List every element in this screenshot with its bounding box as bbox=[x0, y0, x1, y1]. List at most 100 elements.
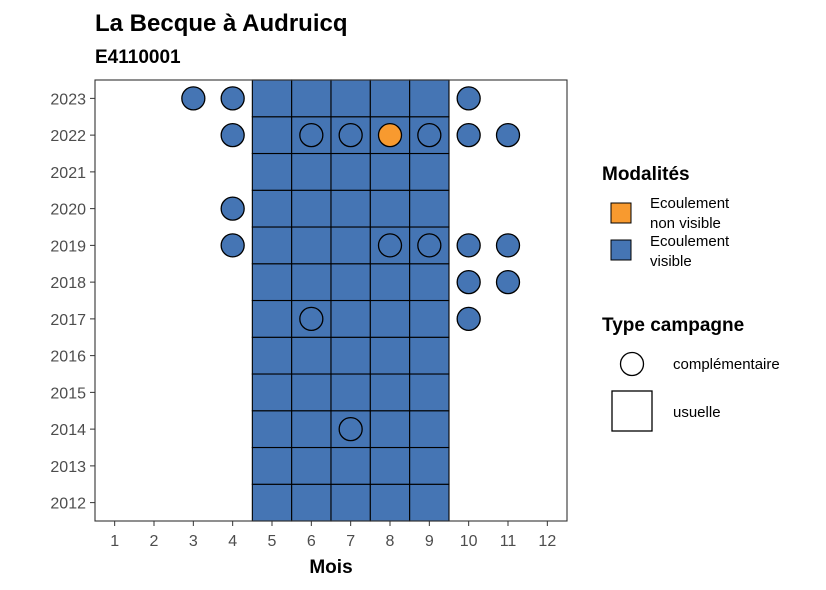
cell-usuelle-2015-8 bbox=[369, 373, 411, 412]
cell-usuelle-2019-7 bbox=[330, 226, 371, 265]
cell-usuelle-2013-5 bbox=[251, 446, 293, 485]
y-tick-label: 2020 bbox=[50, 202, 86, 219]
cell-usuelle-2017-5 bbox=[251, 299, 293, 338]
cell-usuelle-2016-5 bbox=[251, 336, 293, 375]
cell-usuelle-2017-7 bbox=[330, 299, 371, 338]
cell-usuelle-2018-9 bbox=[409, 263, 450, 302]
point-complementaire-2017-6 bbox=[299, 306, 324, 332]
cell-usuelle-2022-6 bbox=[291, 116, 332, 155]
cell-usuelle-2021-7 bbox=[330, 152, 371, 191]
y-tick-label: 2018 bbox=[50, 275, 86, 292]
cell-usuelle-2012-7 bbox=[330, 483, 371, 522]
cell-usuelle-2017-9 bbox=[409, 299, 450, 338]
point-complementaire-2022-4 bbox=[220, 122, 245, 148]
point-complementaire-2023-3 bbox=[181, 86, 206, 111]
cell-usuelle-2018-8 bbox=[369, 263, 411, 302]
point-complementaire-2022-10 bbox=[456, 122, 481, 148]
x-tick-label: 4 bbox=[228, 533, 237, 550]
y-tick-label: 2019 bbox=[50, 238, 86, 255]
cell-usuelle-2015-9 bbox=[409, 373, 450, 412]
cell-usuelle-2020-8 bbox=[369, 189, 411, 228]
cell-usuelle-2013-8 bbox=[369, 446, 411, 485]
cell-usuelle-2018-7 bbox=[330, 263, 371, 302]
y-tick-label: 2013 bbox=[50, 459, 86, 476]
cell-usuelle-2023-7 bbox=[330, 79, 371, 118]
cell-usuelle-2012-8 bbox=[369, 483, 411, 522]
point-complementaire-2020-4 bbox=[220, 196, 245, 221]
cell-usuelle-2023-5 bbox=[251, 79, 293, 118]
point-complementaire-2022-9 bbox=[417, 122, 442, 148]
cell-usuelle-2014-5 bbox=[251, 410, 293, 449]
x-tick-label: 1 bbox=[110, 533, 119, 550]
y-tick-label: 2012 bbox=[50, 496, 86, 513]
point-complementaire-2014-7 bbox=[338, 416, 363, 442]
point-complementaire-2022-8 bbox=[377, 122, 403, 148]
x-tick-label: 12 bbox=[538, 533, 556, 550]
legend-key-visible bbox=[610, 239, 632, 261]
cell-usuelle-2019-6 bbox=[291, 226, 332, 265]
x-tick-label: 10 bbox=[460, 533, 478, 550]
legend-key-usuelle bbox=[611, 390, 653, 432]
cell-usuelle-2020-7 bbox=[330, 189, 371, 228]
cell-usuelle-2021-9 bbox=[409, 152, 450, 191]
legend-campagne-title: Type campagne bbox=[602, 315, 744, 336]
cell-usuelle-2020-5 bbox=[251, 189, 293, 228]
cell-usuelle-2022-5 bbox=[251, 116, 293, 155]
cell-usuelle-2023-6 bbox=[291, 79, 332, 118]
cell-usuelle-2015-6 bbox=[291, 373, 332, 412]
legend-label-complementaire: complémentaire bbox=[673, 356, 780, 373]
point-complementaire-2022-6 bbox=[299, 122, 324, 148]
cell-usuelle-2013-9 bbox=[409, 446, 450, 485]
cell-usuelle-2023-9 bbox=[409, 79, 450, 118]
chart-subtitle: E4110001 bbox=[95, 47, 181, 68]
point-complementaire-2019-8 bbox=[377, 233, 403, 258]
y-tick-label: 2022 bbox=[50, 128, 86, 145]
x-axis-title: Mois bbox=[309, 557, 352, 578]
point-complementaire-2019-10 bbox=[456, 233, 481, 258]
legend-key-complementaire bbox=[619, 351, 645, 377]
cell-usuelle-2021-6 bbox=[291, 152, 332, 191]
cell-usuelle-2017-8 bbox=[369, 299, 411, 338]
chart-title: La Becque à Audruicq bbox=[95, 10, 348, 37]
cell-usuelle-2016-7 bbox=[330, 336, 371, 375]
cell-usuelle-2016-8 bbox=[369, 336, 411, 375]
cell-usuelle-2016-6 bbox=[291, 336, 332, 375]
legend-label-non-visible-line2: non visible bbox=[650, 215, 721, 232]
legend-label-usuelle: usuelle bbox=[673, 404, 721, 421]
y-tick-label: 2016 bbox=[50, 349, 86, 366]
point-complementaire-2019-4 bbox=[220, 233, 245, 258]
cell-usuelle-2014-8 bbox=[369, 410, 411, 449]
legend: Modalités Ecoulement non visible Ecoulem… bbox=[602, 164, 780, 432]
x-tick-label: 6 bbox=[307, 533, 316, 550]
legend-modalites-title: Modalités bbox=[602, 164, 690, 185]
cell-usuelle-2012-9 bbox=[409, 483, 450, 522]
cell-usuelle-2016-9 bbox=[409, 336, 450, 375]
y-tick-label: 2023 bbox=[50, 91, 86, 108]
point-complementaire-2022-7 bbox=[338, 122, 363, 148]
cell-usuelle-2021-8 bbox=[369, 152, 411, 191]
x-tick-label: 2 bbox=[150, 533, 159, 550]
point-complementaire-2018-11 bbox=[495, 269, 521, 295]
y-tick-label: 2014 bbox=[50, 422, 86, 439]
point-complementaire-2023-4 bbox=[220, 86, 245, 111]
point-complementaire-2022-11 bbox=[495, 122, 521, 148]
legend-label-visible-line1: Ecoulement bbox=[650, 233, 730, 250]
x-tick-label: 11 bbox=[500, 533, 517, 550]
point-complementaire-2019-9 bbox=[417, 233, 442, 258]
legend-key-non-visible bbox=[610, 202, 632, 224]
chart-axes: 1 2 3 4 5 6 7 8 9 10 11 122012201320142015201620172… bbox=[50, 91, 556, 550]
x-tick-label: 9 bbox=[425, 533, 434, 550]
cell-usuelle-2020-6 bbox=[291, 189, 332, 228]
point-complementaire-2019-11 bbox=[495, 233, 521, 258]
chart-marks bbox=[181, 79, 521, 522]
point-complementaire-2017-10 bbox=[456, 306, 481, 332]
point-complementaire-2018-10 bbox=[456, 269, 481, 295]
cell-usuelle-2023-8 bbox=[369, 79, 411, 118]
point-complementaire-2023-10 bbox=[456, 86, 481, 111]
cell-usuelle-2014-6 bbox=[291, 410, 332, 449]
y-tick-label: 2021 bbox=[50, 165, 86, 182]
x-tick-label: 5 bbox=[268, 533, 277, 550]
cell-usuelle-2013-6 bbox=[291, 446, 332, 485]
plot-border bbox=[94, 79, 568, 522]
